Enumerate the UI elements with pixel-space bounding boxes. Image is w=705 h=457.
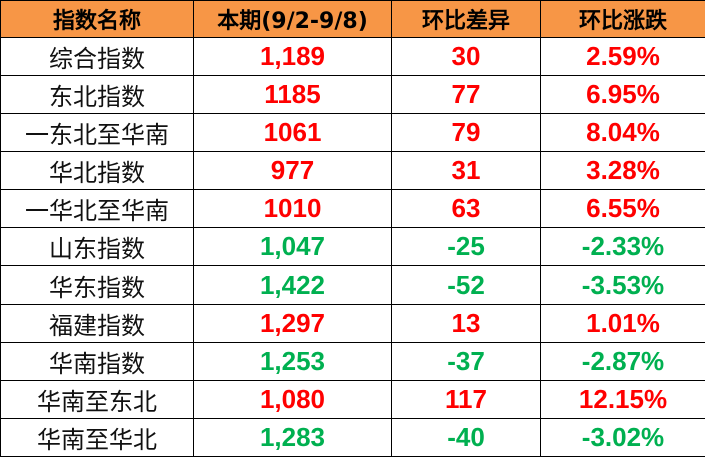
cell-diff: 77 bbox=[391, 75, 541, 115]
table-row: 综合指数 1,189 30 2.59% bbox=[0, 36, 705, 77]
cell-change: -2.33% bbox=[540, 227, 705, 267]
table-row: 一东北至华南 1061 79 8.04% bbox=[0, 113, 705, 153]
cell-change: 8.04% bbox=[540, 113, 705, 153]
cell-name: 一东北至华南 bbox=[0, 113, 194, 153]
cell-current: 1061 bbox=[193, 113, 392, 153]
cell-diff: -40 bbox=[391, 417, 541, 457]
cell-diff: 13 bbox=[391, 303, 541, 343]
cell-change: -3.53% bbox=[540, 265, 705, 305]
table-row: 华北指数 977 31 3.28% bbox=[0, 151, 705, 191]
cell-diff: 63 bbox=[391, 189, 541, 229]
cell-current: 1010 bbox=[193, 189, 392, 229]
cell-name: 综合指数 bbox=[0, 36, 194, 77]
cell-name: 华东指数 bbox=[0, 265, 194, 305]
table-row: 华南指数 1,253 -37 -2.87% bbox=[0, 341, 705, 381]
cell-diff: 79 bbox=[391, 113, 541, 153]
cell-diff: 31 bbox=[391, 151, 541, 191]
header-diff: 环比差异 bbox=[391, 0, 541, 38]
table-row: 华南至东北 1,080 117 12.15% bbox=[0, 379, 705, 419]
cell-current: 1,422 bbox=[193, 265, 392, 305]
cell-diff: 30 bbox=[391, 36, 541, 77]
cell-diff: -52 bbox=[391, 265, 541, 305]
cell-change: 12.15% bbox=[540, 379, 705, 419]
table-row: 福建指数 1,297 13 1.01% bbox=[0, 303, 705, 343]
header-change: 环比涨跌 bbox=[540, 0, 705, 38]
cell-diff: -25 bbox=[391, 227, 541, 267]
cell-name: 华北指数 bbox=[0, 151, 194, 191]
cell-current: 1,297 bbox=[193, 303, 392, 343]
cell-current: 1,047 bbox=[193, 227, 392, 267]
cell-change: 3.28% bbox=[540, 151, 705, 191]
table-row: 山东指数 1,047 -25 -2.33% bbox=[0, 227, 705, 267]
table-row: 东北指数 1185 77 6.95% bbox=[0, 75, 705, 115]
cell-current: 1,080 bbox=[193, 379, 392, 419]
cell-name: 福建指数 bbox=[0, 303, 194, 343]
cell-current: 1185 bbox=[193, 75, 392, 115]
cell-change: 1.01% bbox=[540, 303, 705, 343]
header-row: 指数名称 本期(9/2-9/8) 环比差异 环比涨跌 bbox=[0, 0, 705, 38]
cell-name: 华南至华北 bbox=[0, 417, 194, 457]
table-row: 华东指数 1,422 -52 -3.53% bbox=[0, 265, 705, 305]
cell-current: 977 bbox=[193, 151, 392, 191]
cell-change: 2.59% bbox=[540, 36, 705, 77]
table-row: 一华北至华南 1010 63 6.55% bbox=[0, 189, 705, 229]
cell-name: 一华北至华南 bbox=[0, 189, 194, 229]
header-name: 指数名称 bbox=[0, 0, 194, 38]
table-row: 华南至华北 1,283 -40 -3.02% bbox=[0, 417, 705, 457]
cell-current: 1,283 bbox=[193, 417, 392, 457]
cell-change: -2.87% bbox=[540, 341, 705, 381]
cell-diff: 117 bbox=[391, 379, 541, 419]
cell-name: 山东指数 bbox=[0, 227, 194, 267]
cell-current: 1,253 bbox=[193, 341, 392, 381]
cell-change: -3.02% bbox=[540, 417, 705, 457]
cell-change: 6.95% bbox=[540, 75, 705, 115]
cell-change: 6.55% bbox=[540, 189, 705, 229]
cell-name: 华南至东北 bbox=[0, 379, 194, 419]
cell-current: 1,189 bbox=[193, 36, 392, 77]
cell-name: 东北指数 bbox=[0, 75, 194, 115]
cell-name: 华南指数 bbox=[0, 341, 194, 381]
header-current: 本期(9/2-9/8) bbox=[193, 0, 392, 38]
cell-diff: -37 bbox=[391, 341, 541, 381]
